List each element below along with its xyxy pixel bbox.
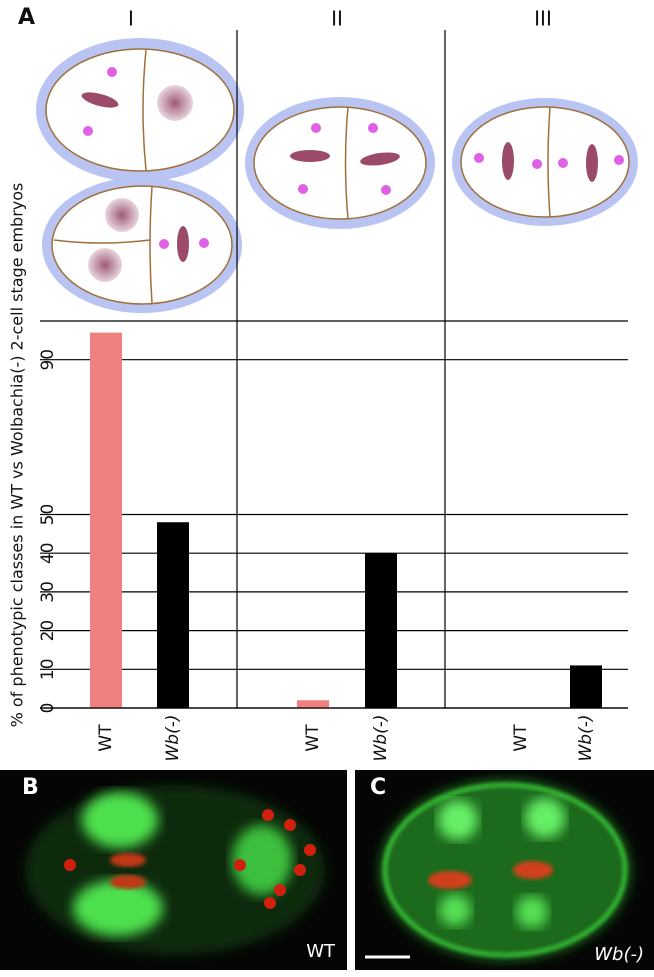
x-tick-label: Wb(-) [576, 715, 596, 762]
bar [157, 522, 189, 708]
embryo-diagram [245, 97, 435, 229]
micrograph: B WT [0, 770, 347, 970]
x-tick-label: Wb(-) [163, 715, 183, 762]
embryo-diagram [42, 177, 242, 313]
group-header: III [534, 7, 552, 31]
embryo-diagram [36, 38, 244, 182]
group-header: I [128, 7, 134, 31]
embryo-diagram [452, 98, 638, 226]
micrograph: C Wb(-) [355, 770, 654, 970]
bar [297, 700, 329, 708]
x-tick-label: WT [511, 724, 531, 752]
y-axis-label: % of phenotypic classes in WT vs Wolbach… [8, 183, 27, 728]
bar [90, 332, 122, 708]
bar [365, 553, 397, 708]
group-header: II [331, 7, 343, 31]
panel-label: C [370, 775, 386, 800]
image-label: WT [306, 941, 336, 962]
x-tick-label: WT [303, 724, 323, 752]
image-label: Wb(-) [594, 944, 644, 965]
x-tick-label: Wb(-) [371, 715, 391, 762]
bar [570, 665, 602, 708]
x-tick-label: WT [96, 724, 116, 752]
panel-label: A [18, 5, 35, 30]
panel-label: B [22, 775, 39, 800]
